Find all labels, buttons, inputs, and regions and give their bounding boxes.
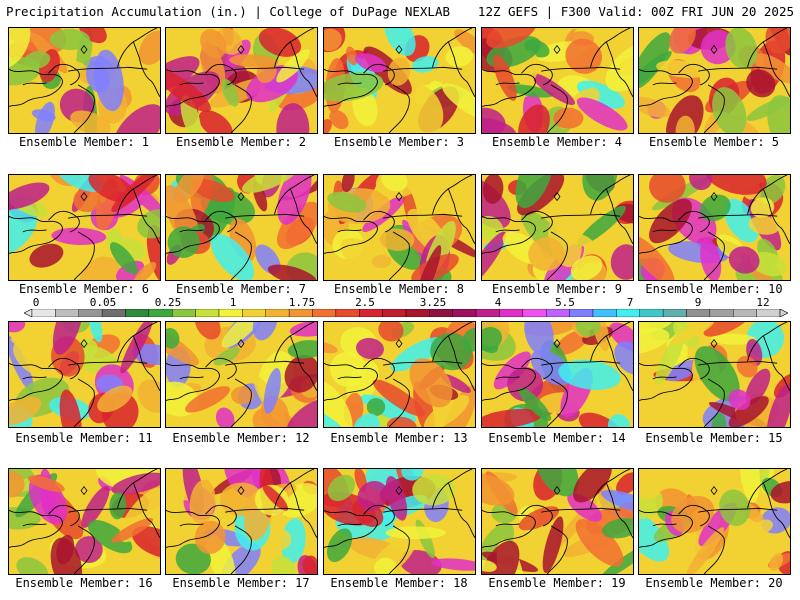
precipitation-field — [9, 322, 160, 427]
coastline-boundaries — [9, 469, 160, 574]
coastline-boundaries — [639, 28, 790, 133]
precipitation-field — [639, 28, 790, 133]
ensemble-member-map — [165, 468, 318, 575]
coastline-boundaries — [166, 469, 317, 574]
coastline-boundaries — [482, 175, 633, 280]
ensemble-member-label: Ensemble Member: 8 — [333, 282, 465, 296]
coastline-boundaries — [639, 469, 790, 574]
precipitation-field — [9, 28, 160, 133]
coastline-boundaries — [9, 28, 160, 133]
ensemble-member-label: Ensemble Member: 19 — [488, 576, 626, 590]
ensemble-member-label: Ensemble Member: 1 — [18, 135, 150, 149]
ensemble-member-map — [481, 174, 634, 281]
ensemble-member-map — [8, 27, 161, 134]
colorbar-tick-label: 2.5 — [355, 296, 375, 309]
ensemble-member-map — [638, 321, 791, 428]
coastline-boundaries — [324, 28, 475, 133]
coastline-boundaries — [324, 175, 475, 280]
ensemble-member-map — [638, 27, 791, 134]
ensemble-member-label: Ensemble Member: 15 — [645, 431, 783, 445]
precipitation-field — [639, 469, 790, 574]
precipitation-field — [482, 175, 633, 280]
ensemble-member-label: Ensemble Member: 6 — [18, 282, 150, 296]
coastline-boundaries — [324, 469, 475, 574]
ensemble-member-map — [638, 174, 791, 281]
precipitation-field — [482, 469, 633, 574]
ensemble-member-label: Ensemble Member: 12 — [172, 431, 310, 445]
ensemble-member-map — [481, 321, 634, 428]
coastline-boundaries — [482, 469, 633, 574]
precipitation-field — [324, 28, 475, 133]
ensemble-member-map — [481, 468, 634, 575]
ensemble-member-label: Ensemble Member: 11 — [15, 431, 153, 445]
precipitation-field — [324, 322, 475, 427]
colorbar-tick-label: 0 — [32, 296, 40, 309]
map-header: Precipitation Accumulation (in.) | Colle… — [6, 4, 794, 22]
map-title: Precipitation Accumulation (in.) | Colle… — [6, 4, 451, 19]
coastline-boundaries — [9, 322, 160, 427]
ensemble-member-label: Ensemble Member: 17 — [172, 576, 310, 590]
ensemble-member-map — [481, 27, 634, 134]
colorbar-tick-label: 1 — [229, 296, 237, 309]
coastline-boundaries — [166, 322, 317, 427]
ensemble-member-label: Ensemble Member: 2 — [175, 135, 307, 149]
ensemble-member-map — [323, 174, 476, 281]
ensemble-member-map — [8, 174, 161, 281]
ensemble-member-map — [8, 468, 161, 575]
coastline-boundaries — [482, 28, 633, 133]
coastline-boundaries — [639, 322, 790, 427]
ensemble-member-label: Ensemble Member: 7 — [175, 282, 307, 296]
ensemble-member-label: Ensemble Member: 3 — [333, 135, 465, 149]
colorbar-tick-label: 1.75 — [288, 296, 316, 309]
precipitation-field — [482, 28, 633, 133]
precipitation-field — [324, 469, 475, 574]
ensemble-member-label: Ensemble Member: 18 — [330, 576, 468, 590]
colorbar-tick-label: 0.05 — [89, 296, 117, 309]
ensemble-member-label: Ensemble Member: 10 — [645, 282, 783, 296]
ensemble-member-map — [165, 27, 318, 134]
colorbar-tick-label: 7 — [626, 296, 634, 309]
ensemble-member-map — [323, 468, 476, 575]
colorbar-tick-label: 9 — [694, 296, 702, 309]
coastline-boundaries — [482, 322, 633, 427]
ensemble-member-map — [165, 174, 318, 281]
ensemble-member-label: Ensemble Member: 14 — [488, 431, 626, 445]
coastline-boundaries — [324, 322, 475, 427]
precipitation-field — [166, 322, 317, 427]
ensemble-member-map — [8, 321, 161, 428]
colorbar-tick-label: 3.25 — [419, 296, 447, 309]
ensemble-member-map — [323, 27, 476, 134]
ensemble-member-label: Ensemble Member: 9 — [491, 282, 623, 296]
precipitation-field — [166, 175, 317, 280]
colorbar-tick-label: 4 — [494, 296, 502, 309]
ensemble-member-map — [323, 321, 476, 428]
precipitation-field — [9, 469, 160, 574]
precipitation-field — [639, 175, 790, 280]
ensemble-member-label: Ensemble Member: 20 — [645, 576, 783, 590]
ensemble-member-label: Ensemble Member: 5 — [648, 135, 780, 149]
coastline-boundaries — [166, 175, 317, 280]
coastline-boundaries — [166, 28, 317, 133]
precipitation-field — [324, 175, 475, 280]
ensemble-member-label: Ensemble Member: 16 — [15, 576, 153, 590]
precipitation-colorbar — [24, 309, 788, 317]
precipitation-field — [166, 28, 317, 133]
colorbar-tick-label: 5.5 — [555, 296, 575, 309]
colorbar-tick-label: 12 — [756, 296, 770, 309]
precipitation-field — [639, 322, 790, 427]
coastline-boundaries — [9, 175, 160, 280]
precipitation-field — [9, 175, 160, 280]
ensemble-member-map — [165, 321, 318, 428]
model-run-info: 12Z GEFS | F300 Valid: 00Z FRI JUN 20 20… — [477, 4, 794, 19]
coastline-boundaries — [639, 175, 790, 280]
ensemble-member-map — [638, 468, 791, 575]
precipitation-field — [482, 322, 633, 427]
colorbar-tick-label: 0.25 — [154, 296, 182, 309]
ensemble-member-label: Ensemble Member: 13 — [330, 431, 468, 445]
ensemble-member-label: Ensemble Member: 4 — [491, 135, 623, 149]
precipitation-field — [166, 469, 317, 574]
